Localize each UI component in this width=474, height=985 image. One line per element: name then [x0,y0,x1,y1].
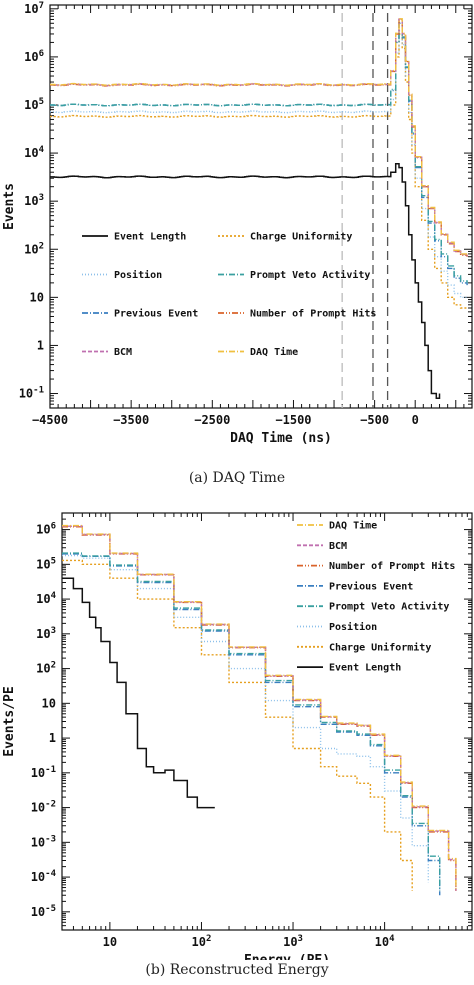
x-axis-title: Energy (PE) [244,953,330,960]
x-tick-label: 103 [283,934,303,949]
y-tick-label: 10-1 [19,386,44,401]
legend-label: Number of Prompt Hits [250,308,376,320]
y-tick-label: 104 [24,145,44,160]
y-tick-label: 10-1 [31,765,56,780]
y-tick-label: 106 [36,522,56,537]
y-tick-label: 106 [24,49,44,64]
legend-label: Position [329,621,377,633]
x-tick-label: −2500 [194,413,230,427]
series-line-bcm [50,18,468,257]
series-line-position [62,554,429,883]
series-group [62,524,457,896]
y-tick-label: 107 [24,1,44,16]
y-tick-label: 10 [30,290,44,304]
y-axis-title: Events [2,183,17,230]
y-tick-label: 105 [36,556,56,571]
plot-frame [61,512,473,931]
chart-daq-time: 10-1 1 10 102 103 104 105 106 107 −4500 −3500 −2500… [2,1,473,446]
x-tick-label: −1500 [275,413,311,427]
legend-label: Event Length [114,232,186,243]
y-tick-label: 102 [36,661,56,676]
y-tick-label: 10 [42,696,56,710]
y-tick-label: 10-4 [31,869,57,884]
legend-label: DAQ Time [250,346,298,358]
series-line-event-length [62,577,215,809]
x-tick-label: −4500 [32,413,68,427]
series-line-daq-time [62,524,457,891]
caption-reconstructed-energy: (b) Reconstructed Energy [145,962,329,978]
legend-label: BCM [329,541,347,552]
y-tick-label: 1 [37,338,44,352]
legend-label: Position [114,269,162,281]
x-tick-label: −500 [360,413,389,427]
y-tick-label: 10-3 [31,834,56,849]
legend-label: Previous Event [114,308,198,320]
legend-label: Charge Uniformity [329,641,431,653]
y-tick-label: 10-2 [31,800,56,815]
legend-label: Prompt Veto Activity [329,601,449,613]
legend-label: Prompt Veto Activity [250,269,370,281]
legend-label: Previous Event [329,580,413,592]
legend-label: Number of Prompt Hits [329,560,455,572]
y-tick-label: 102 [24,241,44,256]
caption-daq-time: (a) DAQ Time [188,470,286,486]
series-line-number-of-prompt-hits [50,18,468,257]
y-tick-label: 103 [24,193,44,208]
y-tick-label: 1 [49,731,56,745]
y-tick-label: 103 [36,626,56,641]
chart-reconstructed-energy: 10-5 10-4 10-3 10-2 10-1 1 10 102 103 104 105 106 10… [2,512,473,960]
x-tick-label: 0 [412,413,419,427]
y-tick-label: 10-5 [31,904,56,919]
x-tick-label: 102 [192,934,212,949]
series-line-prompt-veto-activity [50,22,468,283]
x-tick-label: 104 [375,934,395,949]
series-line-event-length [50,162,441,399]
series-group [50,18,468,399]
series-line-charge-uniformity [50,33,468,309]
legend-label: DAQ Time [329,520,377,532]
x-tick-label: 10 [103,935,117,949]
x-axis-title: DAQ Time (ns) [230,431,332,446]
series-line-daq-time [50,18,468,256]
series-line-previous-event [50,22,468,286]
series-line-position [50,30,468,298]
y-tick-label: 105 [24,97,44,112]
legend-label: Charge Uniformity [250,231,352,243]
legend-label: BCM [114,347,132,358]
legend-label: Event Length [329,663,401,674]
x-tick-label: −3500 [113,413,149,427]
y-tick-label: 104 [36,591,56,606]
y-axis-title: Events/PE [2,686,17,756]
